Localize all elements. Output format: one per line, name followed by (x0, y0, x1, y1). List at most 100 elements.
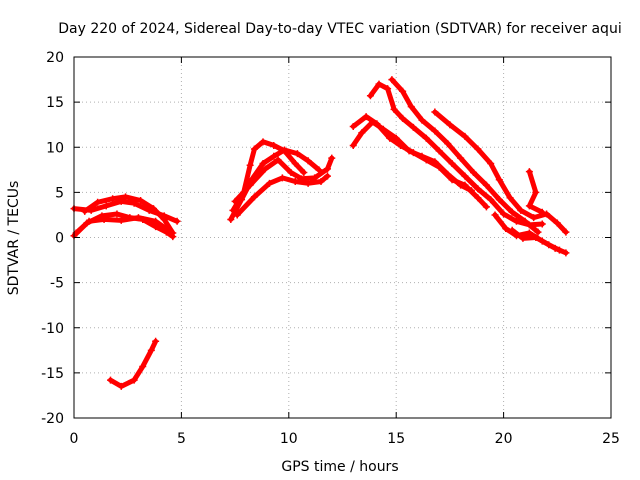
data-point (562, 228, 570, 236)
data-point (137, 196, 145, 204)
data-point (250, 145, 258, 153)
y-tick-label: -10 (41, 321, 64, 337)
data-point (366, 92, 374, 100)
x-tick-label: 15 (387, 431, 405, 447)
data-point (81, 207, 89, 215)
data-point (508, 208, 516, 216)
data-point (532, 188, 540, 196)
data-point (470, 169, 478, 177)
data-point (169, 229, 177, 237)
data-point (94, 198, 102, 206)
data-point (227, 215, 235, 223)
y-tick-label: 5 (55, 185, 64, 201)
data-point (407, 103, 415, 111)
data-point (173, 217, 181, 225)
data-point (122, 193, 130, 201)
data-point (246, 181, 254, 189)
data-point (431, 108, 439, 116)
data-point (375, 80, 383, 88)
data-point (100, 215, 108, 223)
data-point (553, 219, 561, 227)
data-point (265, 179, 273, 187)
data-point (250, 193, 258, 201)
data-point (487, 196, 495, 204)
data-point (373, 120, 381, 128)
data-point (562, 249, 570, 257)
data-point (491, 211, 499, 219)
data-point (281, 147, 289, 155)
data-point (231, 197, 239, 205)
data-point (113, 210, 121, 218)
series-line (432, 109, 569, 235)
data-point (461, 172, 469, 180)
data-point (152, 217, 160, 225)
y-tick-label: 20 (46, 50, 64, 66)
data-point (409, 123, 417, 131)
series-arc-8 (231, 154, 336, 205)
series-arc-13 (388, 76, 542, 236)
x-tick-label: 5 (177, 431, 186, 447)
data-point (519, 234, 527, 242)
grid (74, 57, 611, 418)
data-point (323, 172, 331, 180)
data-point (435, 163, 443, 171)
data-series (70, 76, 570, 390)
data-point (495, 176, 503, 184)
data-point (270, 141, 278, 149)
data-point (474, 194, 482, 202)
data-point (525, 168, 533, 176)
y-tick-label: 15 (46, 95, 64, 111)
data-point (545, 241, 553, 249)
data-point (259, 159, 267, 167)
data-point (102, 202, 110, 210)
data-point (530, 214, 538, 222)
x-tick-label: 20 (495, 431, 513, 447)
data-point (323, 165, 331, 173)
data-point (349, 141, 357, 149)
series-arc-14 (431, 108, 570, 236)
data-point (300, 169, 308, 177)
data-point (362, 113, 370, 121)
data-point (259, 138, 267, 146)
data-point (525, 229, 533, 237)
y-tick-label: 0 (55, 231, 64, 247)
data-point (525, 202, 533, 210)
data-point (229, 206, 237, 214)
x-tick-label: 0 (70, 431, 79, 447)
data-point (517, 206, 525, 214)
data-point (431, 127, 439, 135)
data-point (109, 195, 117, 203)
x-tick-label: 10 (280, 431, 298, 447)
data-point (521, 217, 529, 225)
data-point (422, 156, 430, 164)
data-point (409, 149, 417, 157)
data-point (317, 178, 325, 186)
data-point (291, 178, 299, 186)
data-point (538, 208, 546, 216)
series-arc-12 (366, 80, 546, 229)
y-tick-label: 10 (46, 140, 64, 156)
series-arc-4 (81, 193, 177, 237)
series-arc-9 (233, 172, 331, 219)
data-point (134, 214, 142, 222)
data-point (270, 152, 278, 160)
data-point (399, 114, 407, 122)
data-point (233, 211, 241, 219)
data-point (474, 145, 482, 153)
data-point (160, 215, 168, 223)
data-point (388, 76, 396, 84)
data-point (349, 122, 357, 130)
data-point (446, 121, 454, 129)
data-point (512, 217, 520, 225)
data-point (444, 140, 452, 148)
data-point (500, 210, 508, 218)
x-tick-label: 25 (602, 431, 620, 447)
data-point (274, 156, 282, 164)
data-point (538, 220, 546, 228)
series-arc-11 (349, 113, 490, 211)
data-point (543, 210, 551, 218)
data-point (482, 203, 490, 211)
data-point (482, 181, 490, 189)
data-point (390, 105, 398, 113)
